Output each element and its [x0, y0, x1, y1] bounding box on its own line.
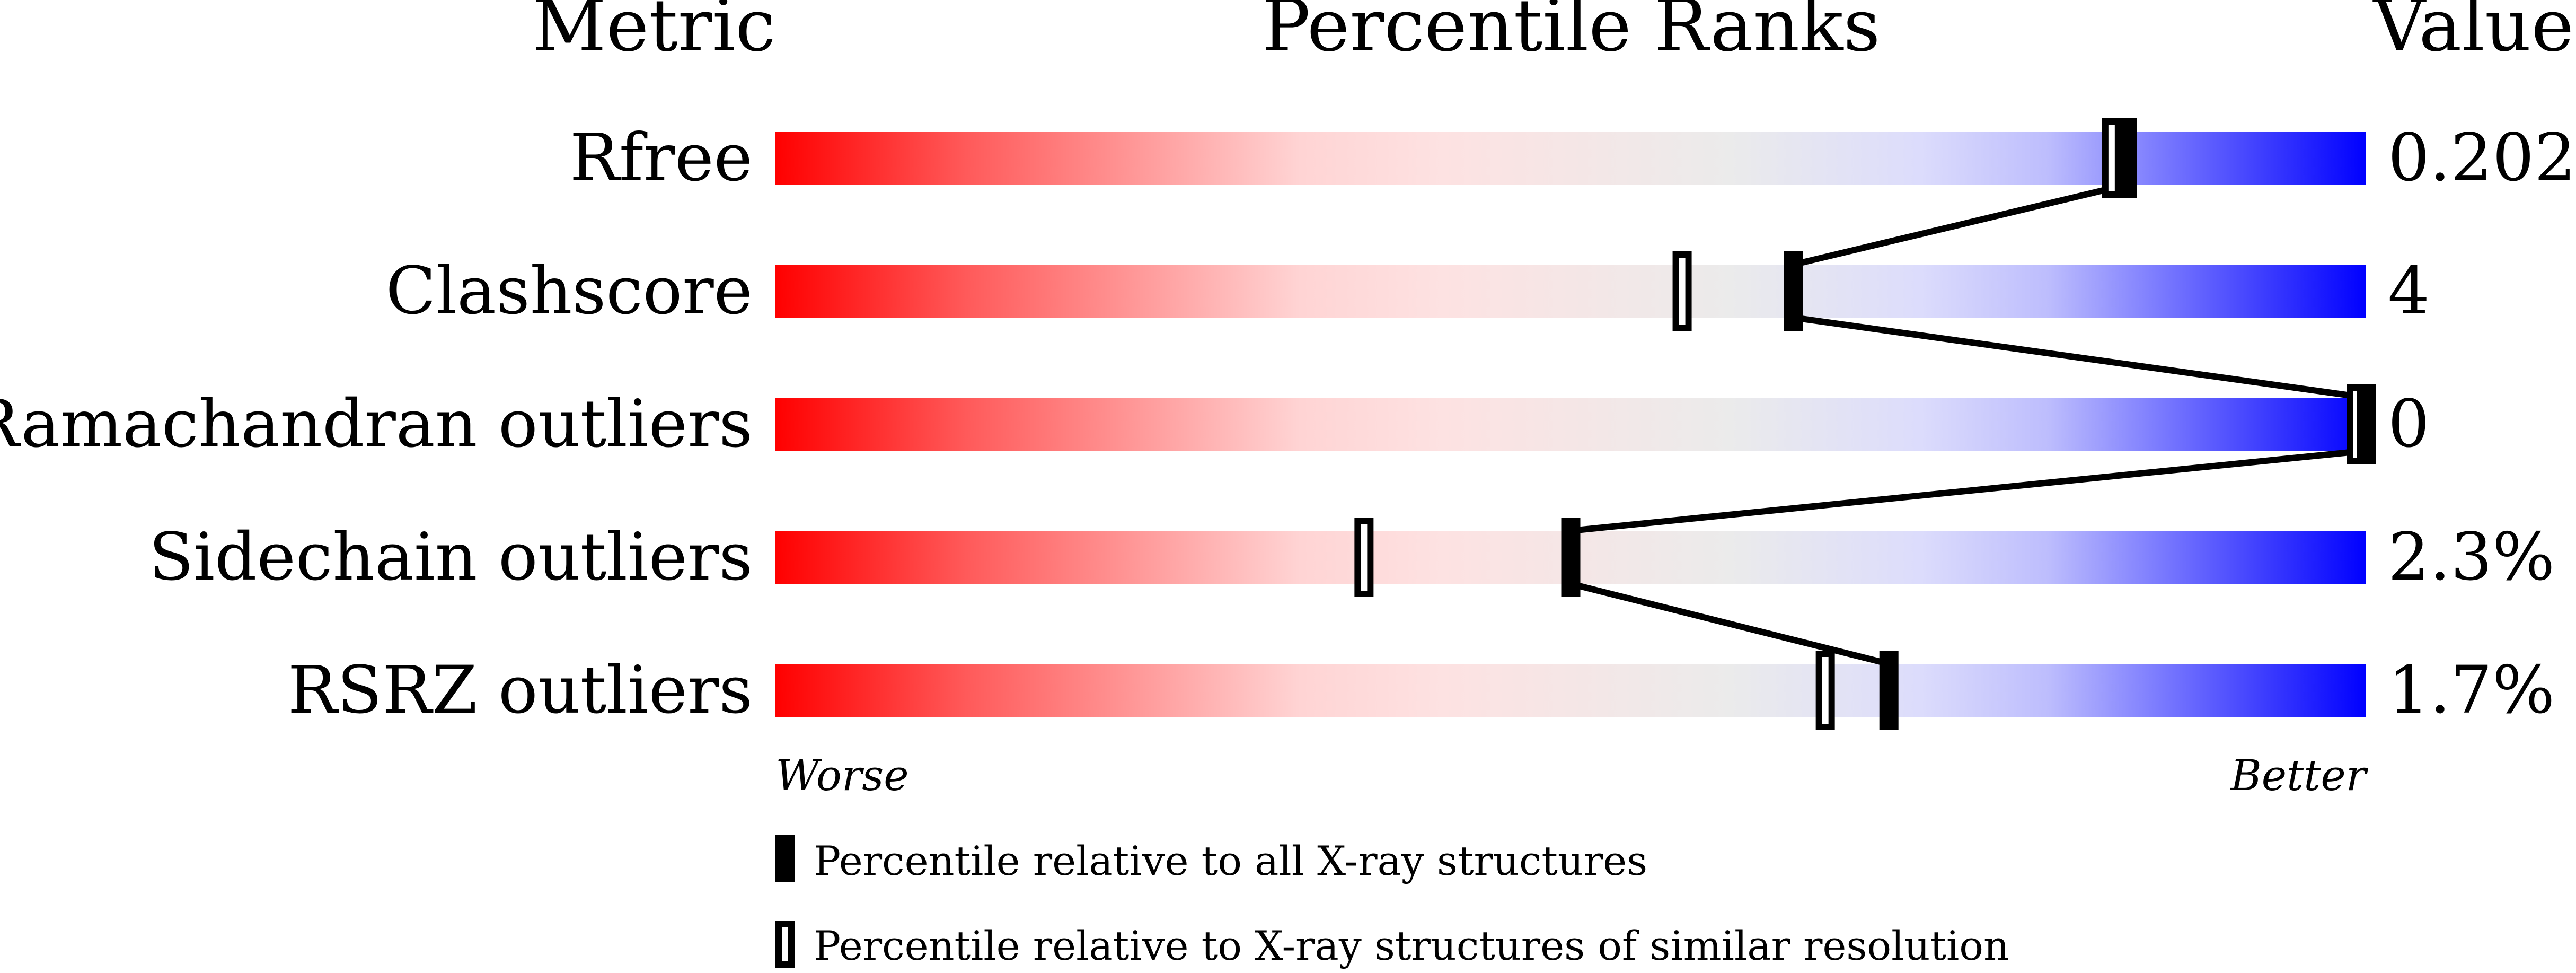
marker-all-structures — [1561, 518, 1581, 597]
metric-label: Rfree — [570, 120, 753, 196]
metric-label: Sidechain outliers — [149, 519, 753, 595]
axis-better-label: Better — [2229, 751, 2369, 800]
marker-all-structures — [2118, 118, 2137, 198]
connector-line — [1570, 581, 1890, 667]
metric-label: Clashscore — [386, 253, 753, 329]
metric-value: 2.3% — [2388, 519, 2555, 595]
metric-value: 0.202 — [2388, 120, 2576, 196]
marker-similar-resolution — [2102, 118, 2121, 198]
metric-label: RSRZ outliers — [288, 652, 753, 729]
header-metric: Metric — [532, 0, 775, 68]
metric-value: 4 — [2388, 253, 2430, 329]
marker-all-structures — [2357, 384, 2376, 464]
legend-open-label: Percentile relative to X-ray structures … — [814, 922, 2009, 969]
marker-similar-resolution — [1815, 651, 1835, 730]
connector-line — [1570, 448, 2367, 534]
percentile-bar — [775, 265, 2366, 318]
legend-filled-marker — [775, 835, 795, 882]
legend-filled-label: Percentile relative to all X-ray structu… — [814, 837, 1647, 884]
marker-all-structures — [1879, 651, 1899, 730]
connector-line — [1793, 314, 2367, 401]
marker-similar-resolution — [1672, 251, 1692, 331]
marker-all-structures — [1784, 251, 1803, 331]
header-value: Value — [2372, 0, 2574, 68]
marker-similar-resolution — [1354, 518, 1374, 597]
connector-line — [1793, 181, 2129, 268]
percentile-bar — [775, 664, 2366, 717]
percentile-bar — [775, 132, 2366, 185]
legend-open-marker — [775, 921, 795, 968]
metric-value: 1.7% — [2388, 652, 2555, 729]
percentile-bar — [775, 398, 2366, 451]
header-percentile-ranks: Percentile Ranks — [1262, 0, 1881, 68]
metric-label: Ramachandran outliers — [0, 386, 753, 462]
metric-value: 0 — [2388, 386, 2430, 462]
axis-worse-label: Worse — [775, 751, 909, 800]
